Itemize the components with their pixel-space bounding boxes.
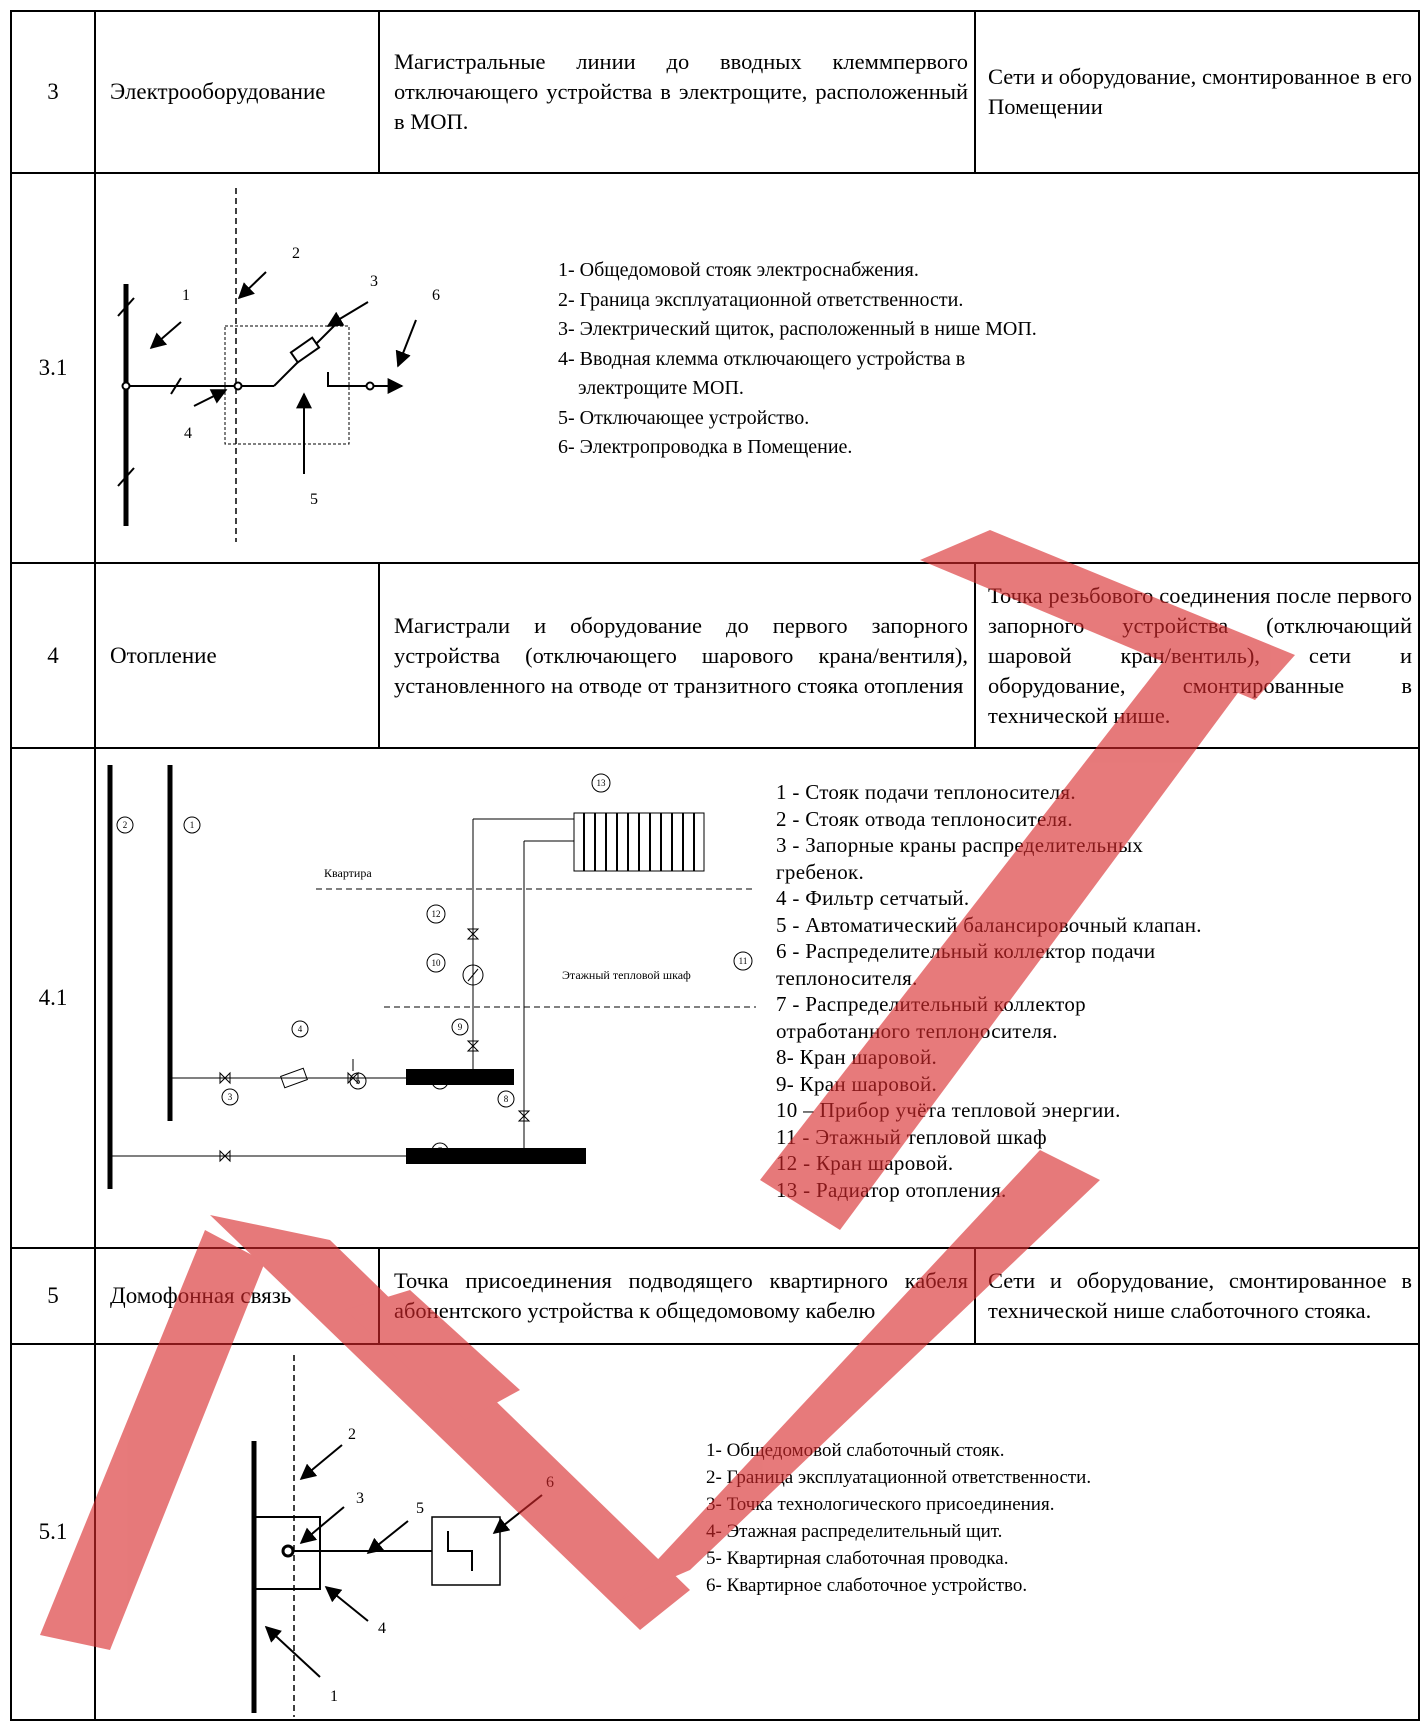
- system-name: Электрооборудование: [94, 10, 380, 174]
- legend-item: 11 - Этажный тепловой шкаф: [776, 1124, 1047, 1149]
- legend-item: 4 - Фильтр сетчатый.: [776, 886, 970, 910]
- owner-property-text: Точка резьбового соединения после первог…: [974, 562, 1420, 749]
- row-number: 3.1: [10, 172, 96, 564]
- legend-item: электрощите МОП.: [578, 377, 744, 399]
- callout-label: 4: [298, 1024, 303, 1034]
- diagram-legend: 1 - Стояк подачи теплоносителя. 2 - Стоя…: [776, 779, 1202, 1203]
- callout-label: 9: [458, 1022, 463, 1032]
- row-number: 3: [10, 10, 96, 174]
- callout-label: 6: [546, 1474, 554, 1491]
- legend-item: 5 - Автоматический балансировочный клапа…: [776, 912, 1202, 937]
- electrical-diagram: 1 2 3 4 5 6: [117, 188, 440, 542]
- row-number: 4.1: [10, 747, 96, 1249]
- diagram-legend: 1- Общедомовой стояк электроснабжения. 2…: [558, 256, 1037, 463]
- supply-collector: [406, 1069, 514, 1085]
- legend-item: 10 – Прибор учёта тепловой энергии.: [776, 1098, 1121, 1122]
- legend-item: 2- Граница эксплуатационной ответственно…: [706, 1467, 1092, 1488]
- callout-label: 6: [432, 287, 440, 304]
- cabinet-label: Этажный тепловой шкаф: [562, 968, 691, 982]
- callout-label: 8: [504, 1094, 509, 1104]
- table-row: 4 Отопление Магистрали и оборудование до…: [10, 562, 1420, 749]
- common-property-text: Магистрали и оборудование до первого зап…: [378, 562, 976, 749]
- legend-item: 1 - Стояк подачи теплоносителя.: [776, 780, 1076, 804]
- callout-label: 3: [228, 1092, 233, 1102]
- callout-label: 12: [432, 909, 441, 919]
- system-name: Домофонная связь: [94, 1247, 380, 1345]
- common-property-text: Точка присоединения подводящего квартирн…: [378, 1247, 976, 1345]
- legend-item: 1- Общедомовой стояк электроснабжения.: [558, 259, 919, 281]
- row-number: 5: [10, 1247, 96, 1345]
- legend-item: теплоносителя.: [776, 965, 918, 990]
- legend-item: 4- Этажная распределительный щит.: [706, 1521, 1003, 1542]
- callout-label: 13: [597, 778, 607, 788]
- legend-item: гребенок.: [776, 859, 865, 884]
- table-row: 5.1 1: [10, 1343, 1420, 1721]
- heating-diagram: Квартира Этажный тепловой шкаф: [107, 765, 756, 1189]
- apartment-label: Квартира: [324, 866, 372, 880]
- intercom-diagram: 1 2 3 4 5 6: [251, 1355, 554, 1717]
- callout-label: 2: [292, 245, 300, 262]
- callout-label: 1: [330, 1688, 338, 1705]
- diagram-cell: 1 2 3 4 5 6 1- Общедомовой слаботочный с…: [94, 1343, 1420, 1721]
- legend-item: 9- Кран шаровой.: [776, 1071, 938, 1096]
- table-row: 5 Домофонная связь Точка присоединения п…: [10, 1247, 1420, 1345]
- table-row: 3.1: [10, 172, 1420, 564]
- callout-label: 5: [310, 491, 318, 508]
- callout-label: 6: [438, 1076, 443, 1086]
- legend-item: 12 - Кран шаровой.: [776, 1151, 954, 1175]
- legend-item: 5- Отключающее устройство.: [558, 406, 810, 429]
- legend-item: 6 - Распределительный коллектор подачи: [776, 939, 1156, 963]
- callout-label: 4: [184, 425, 192, 442]
- riser: [117, 284, 135, 526]
- responsibility-table: 3 Электрооборудование Магистральные лини…: [10, 10, 1420, 1721]
- callout-label: 10: [432, 958, 442, 968]
- legend-item: 3- Электрический щиток, расположенный в …: [558, 318, 1037, 340]
- callout-label: 3: [370, 273, 378, 290]
- callout-label: 5: [356, 1076, 361, 1086]
- row-number: 4: [10, 562, 96, 749]
- legend-item: 1- Общедомовой слаботочный стояк.: [706, 1440, 1005, 1461]
- row-number: 5.1: [10, 1343, 96, 1721]
- switch-device: [289, 336, 321, 364]
- diagram-cell: Квартира Этажный тепловой шкаф: [94, 747, 1420, 1249]
- callout-label: 4: [378, 1620, 386, 1637]
- system-name: Отопление: [94, 562, 380, 749]
- legend-item: 13 - Радиатор отопления.: [776, 1177, 1007, 1202]
- legend-item: отработанного теплоносителя.: [776, 1018, 1058, 1043]
- callout-label: 3: [356, 1490, 364, 1507]
- legend-item: 3- Точка технологического присоединения.: [706, 1494, 1055, 1515]
- callout-label: 1: [190, 820, 195, 830]
- callout-label: 5: [416, 1500, 424, 1517]
- owner-property-text: Сети и оборудование, смонтированное в ег…: [974, 10, 1420, 174]
- legend-item: 5- Квартирная слаботочная проводка.: [706, 1548, 1009, 1569]
- owner-property-text: Сети и оборудование, смонтированное в те…: [974, 1247, 1420, 1345]
- legend-item: 6- Электропроводка в Помещение.: [558, 436, 853, 458]
- table-row: 4.1 Квартира Этажный тепловой шкаф: [10, 747, 1420, 1249]
- callout-label: 1: [182, 287, 190, 304]
- legend-item: 6- Квартирное слаботочное устройство.: [706, 1575, 1028, 1596]
- legend-item: 3 - Запорные краны распределительных: [776, 833, 1144, 857]
- callout-label: 2: [348, 1426, 356, 1443]
- diagram-legend: 1- Общедомовой слаботочный стояк. 2- Гра…: [706, 1437, 1091, 1599]
- diagram-cell: 1 2 3 4 5 6 1- Общедомовой стояк электро…: [94, 172, 1420, 564]
- return-collector: [406, 1148, 586, 1164]
- callout-label: 2: [123, 820, 128, 830]
- legend-item: 7 - Распределительный коллектор: [776, 992, 1086, 1016]
- legend-item: 4- Вводная клемма отключающего устройств…: [558, 347, 966, 370]
- table-row: 3 Электрооборудование Магистральные лини…: [10, 10, 1420, 174]
- legend-item: 2 - Стояк отвода теплоносителя.: [776, 806, 1073, 831]
- legend-item: 2- Граница эксплуатационной ответственно…: [558, 288, 964, 311]
- common-property-text: Магистральные линии до вводных клеммперв…: [378, 10, 976, 174]
- legend-item: 8- Кран шаровой.: [776, 1045, 938, 1069]
- callout-label: 11: [739, 956, 748, 966]
- callout-label: 7: [438, 1146, 443, 1156]
